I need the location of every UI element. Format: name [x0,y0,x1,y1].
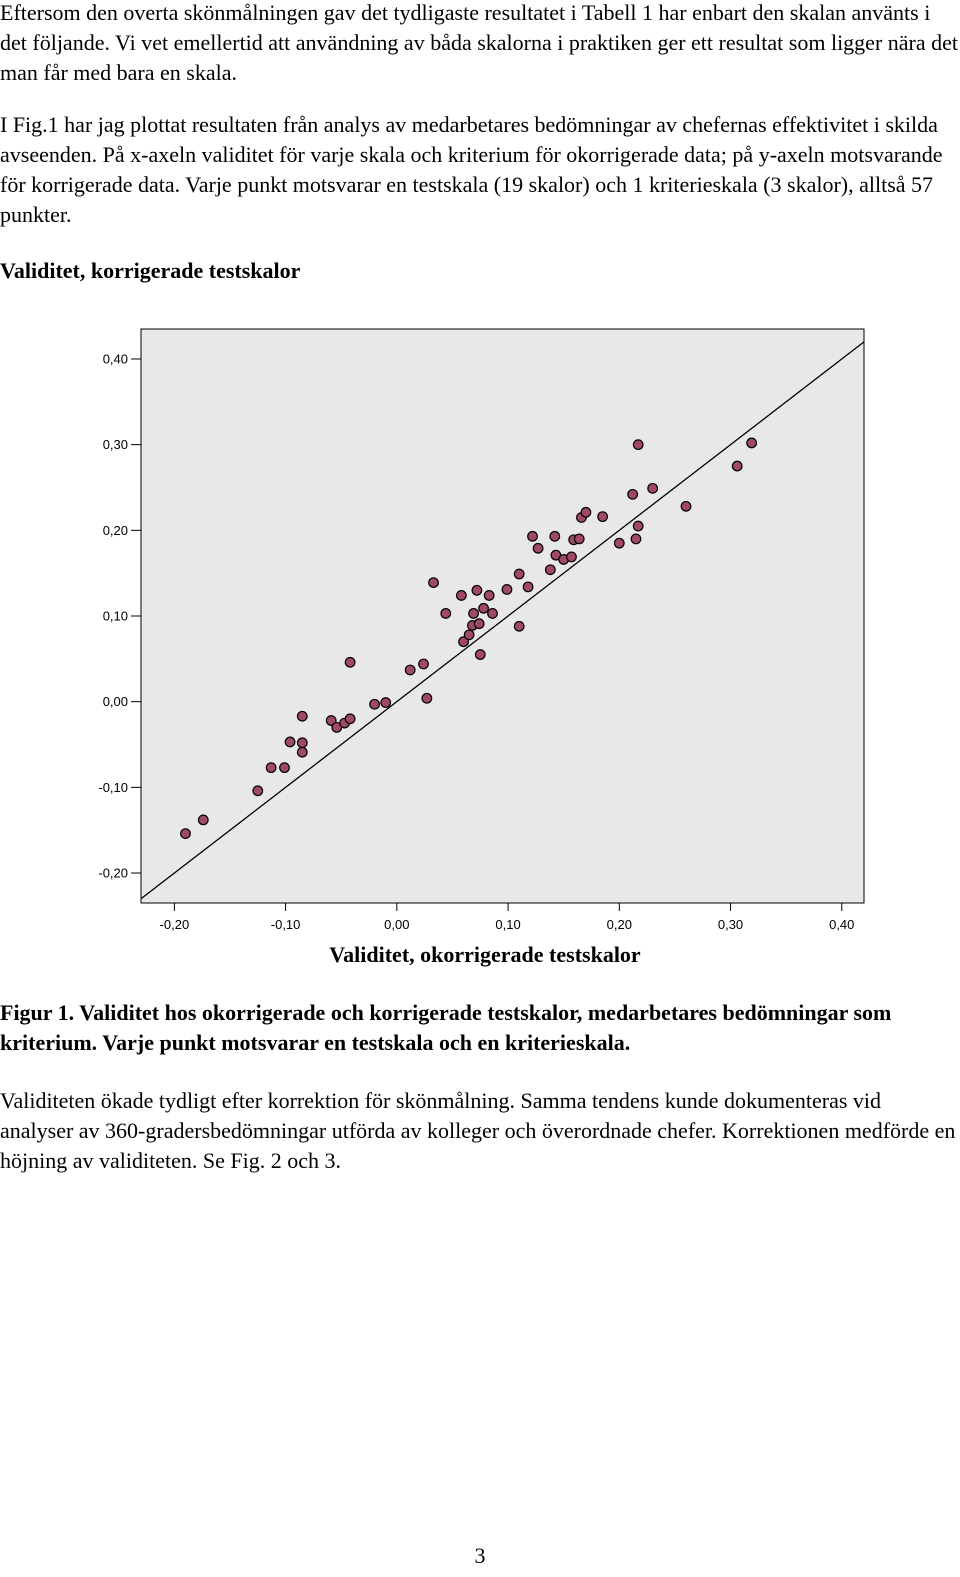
data-point [630,533,642,545]
data-point [421,692,433,704]
y-tick-label: -0,20 [98,866,128,881]
x-tick-label: -0,10 [271,917,301,932]
data-point [513,568,525,580]
data-point [647,482,659,494]
data-point [369,698,380,710]
data-point [468,608,479,619]
plot-area [140,328,865,904]
x-tick-label: -0,20 [160,917,190,932]
data-point [296,737,308,749]
y-axis-title: Validitet, korrigerade testskalor [0,258,301,283]
y-tick-label: 0,40 [103,351,128,366]
y-tick-label: -0,10 [98,780,128,795]
data-point [463,629,475,641]
data-point [627,488,639,500]
data-point [483,590,495,601]
data-point [632,439,644,451]
data-point [180,828,191,840]
conclusion-paragraph: Validiteten ökade tydligt efter korrekti… [0,1088,956,1173]
data-point [680,500,692,512]
scatter-chart: -0,20 -0,10 0,00 0,10 0,20 0,30 0,40 -0,20 -0,1… [98,328,865,932]
x-tick-label: 0,40 [829,917,854,932]
data-point [478,602,489,614]
data-point [573,533,585,545]
x-tick-label: 0,10 [495,917,520,932]
y-tick-label: 0,20 [103,523,128,538]
page-number: 3 [474,1543,486,1568]
y-tick-label: 0,10 [103,609,128,624]
x-tick-label: 0,20 [607,917,632,932]
data-point [597,511,609,523]
y-tick-label: 0,30 [103,437,128,452]
data-point [613,537,625,549]
data-point [279,762,290,774]
data-point [474,649,486,660]
data-point [580,506,592,518]
data-point [418,658,429,670]
data-point [252,785,264,797]
data-point [632,520,644,532]
x-tick-label: 0,30 [718,917,743,932]
data-point [428,577,439,588]
data-point [380,697,392,708]
data-point [501,584,513,595]
data-point [471,584,483,596]
data-point [296,710,308,722]
data-point [532,542,544,554]
data-point [487,608,498,619]
figure-reference-paragraph: I Fig.1 har jag plottat resultaten från … [0,112,943,227]
data-point [455,590,467,601]
data-point [746,437,758,449]
x-axis-title: Validitet, okorrigerade testskalor [329,942,641,967]
x-tick-label: 0,00 [384,917,409,932]
y-tick-label: 0,00 [103,694,128,709]
data-point [458,636,469,648]
data-point [549,530,561,542]
data-point [197,814,209,826]
data-point [544,564,556,576]
data-point [344,656,356,668]
intro-paragraph: Eftersom den overta skönmålningen gav de… [0,0,958,85]
data-point [265,762,277,774]
data-point [473,618,485,630]
figure-caption: Figur 1. Validitet hos okorrigerade och … [0,1000,892,1055]
data-point [522,581,534,593]
data-point [527,530,538,542]
data-point [440,608,452,619]
data-point [566,551,577,563]
reference-line [140,341,865,900]
data-point [404,664,416,676]
data-point [284,736,296,748]
data-point [325,715,337,726]
data-point [513,620,525,632]
data-point [731,460,743,472]
data-point [296,746,308,758]
data-point [344,713,356,725]
